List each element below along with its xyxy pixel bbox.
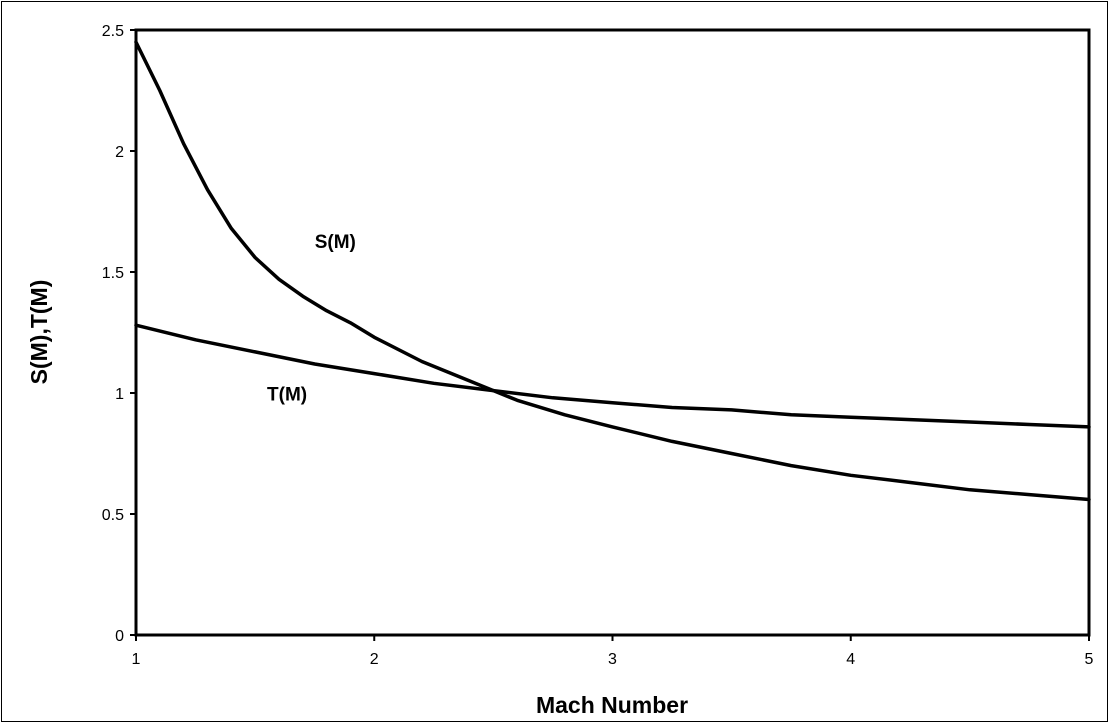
x-tick-label: 3 [608,651,617,668]
x-axis-title: Mach Number [536,692,688,718]
x-axis-ticks: 1 2 3 4 5 [132,635,1094,668]
series-label-s: S(M) [315,232,356,253]
x-tick-label: 4 [846,651,855,668]
series-label-t: T(M) [267,384,307,405]
y-tick-label: 1.5 [102,265,124,282]
series-lines [134,40,1091,502]
y-tick-label: 1 [115,386,124,403]
x-tick-label: 5 [1085,651,1094,668]
y-tick-label: 0.5 [102,507,124,524]
x-tick-label: 2 [370,651,379,668]
y-tick-label: 0 [115,628,124,645]
series-line-s [134,40,1091,502]
y-tick-label: 2.5 [102,23,124,40]
series-line-t [134,323,1091,429]
y-tick-label: 2 [115,144,124,161]
y-axis-ticks: 0 0.5 1 1.5 2 2.5 [102,23,136,645]
x-tick-label: 1 [132,651,141,668]
plot-area [134,28,1091,637]
series-annotations: S(M) T(M) [267,232,356,405]
y-axis-title: S(M),T(M) [26,280,52,385]
